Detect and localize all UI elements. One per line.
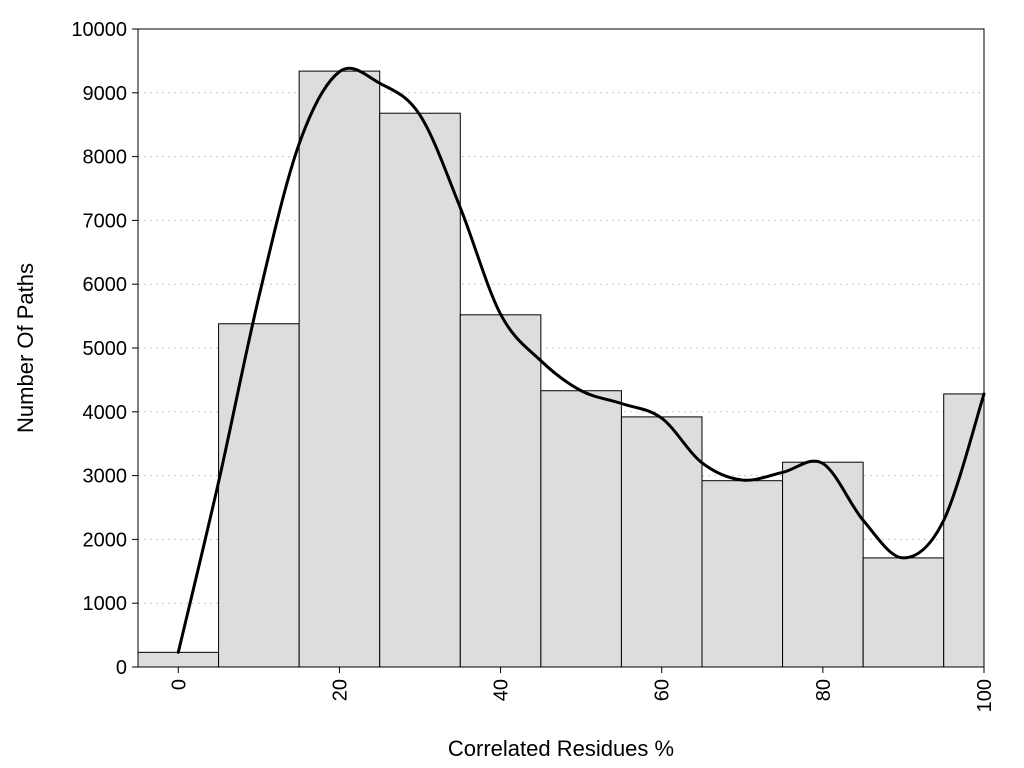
y-axis-title: Number Of Paths: [13, 263, 38, 433]
density-curve-layer: [176, 66, 986, 654]
y-tick-label-0: 0: [116, 657, 127, 679]
y-tick-label-10000: 10000: [71, 19, 127, 41]
x-tick-label-80: 80: [813, 679, 835, 701]
y-tick-label-6000: 6000: [83, 274, 128, 296]
bar-80: [782, 461, 864, 668]
bar-90: [862, 557, 945, 668]
bar-50: [540, 390, 622, 668]
y-tick-label-1000: 1000: [83, 593, 128, 615]
bar-100: [943, 393, 985, 668]
y-tick-label-9000: 9000: [83, 83, 128, 105]
y-tick-label-5000: 5000: [83, 338, 128, 360]
y-tick-label-7000: 7000: [83, 210, 128, 232]
x-tick-label-60: 60: [652, 679, 674, 701]
x-tick-label-40: 40: [491, 679, 513, 701]
x-tick-label-0: 0: [168, 679, 190, 690]
bar-30: [379, 112, 461, 668]
y-tick-label-3000: 3000: [83, 466, 128, 488]
y-axis: 0 1000 2000 3000 4000 5000 6000 7000 8000 9000 100…: [71, 19, 138, 679]
bar-70: [701, 480, 784, 668]
histogram-bars: [137, 70, 985, 668]
x-tick-label-100: 100: [974, 679, 996, 712]
x-axis-title: Correlated Residues %: [448, 736, 674, 761]
bar-40: [459, 314, 542, 668]
y-tick-label-2000: 2000: [83, 529, 128, 551]
bar-20: [298, 70, 381, 668]
bar-60: [620, 416, 703, 668]
y-tick-label-8000: 8000: [83, 147, 128, 169]
bar-10: [218, 323, 300, 668]
x-tick-label-20: 20: [329, 679, 351, 701]
y-tick-label-4000: 4000: [83, 402, 128, 424]
x-axis: 0 20 40 60 80 100: [168, 667, 996, 712]
density-curve: [176, 66, 986, 654]
bar-0: [137, 651, 220, 668]
